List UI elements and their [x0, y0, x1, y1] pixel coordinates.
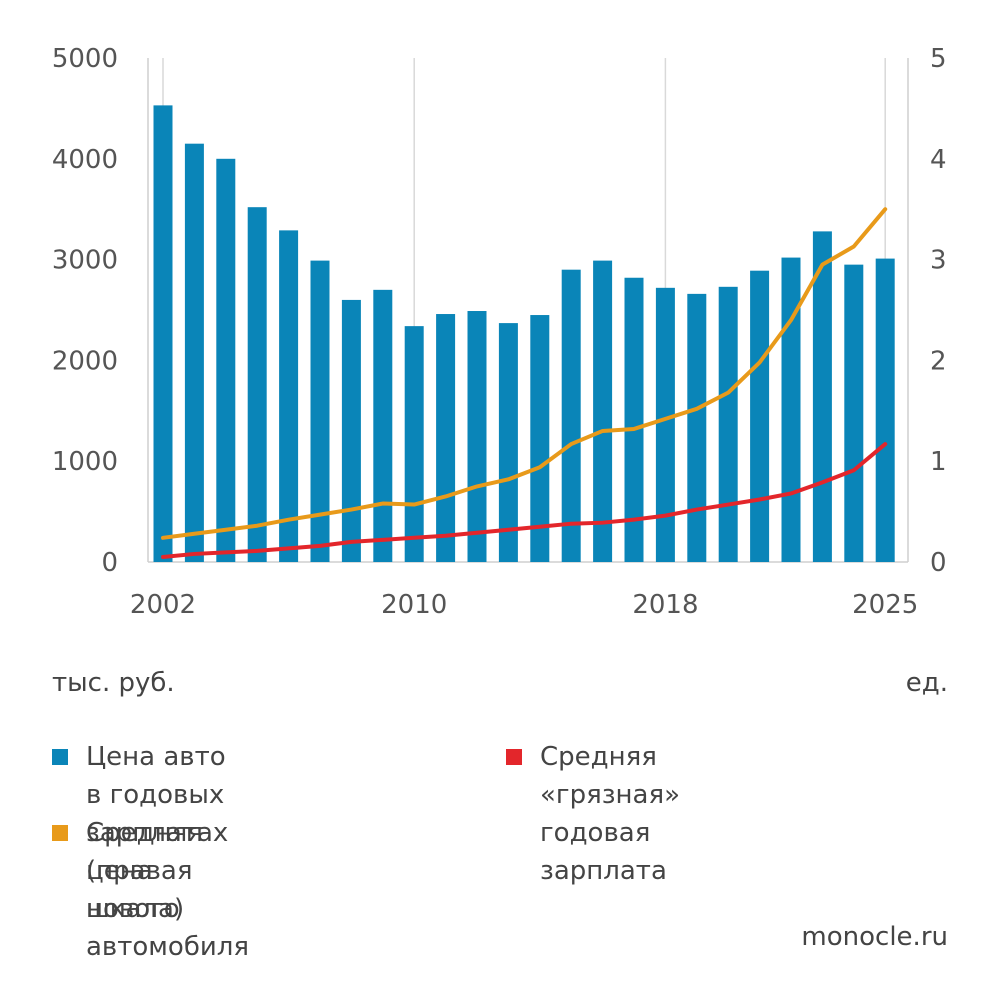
- bar: [467, 311, 487, 562]
- bar: [812, 231, 832, 562]
- bar: [687, 293, 707, 562]
- bar: [718, 286, 738, 562]
- bar: [341, 299, 361, 562]
- bar: [216, 158, 236, 563]
- bar: [655, 287, 675, 562]
- x-tick-label: 2025: [852, 590, 918, 620]
- legend-swatch-orange: [52, 825, 68, 841]
- x-tick-label: 2002: [130, 590, 196, 620]
- y-right-tick-label: 0: [930, 548, 947, 578]
- bar: [498, 323, 518, 562]
- bar: [310, 260, 330, 562]
- x-tick-label: 2018: [632, 590, 698, 620]
- bar: [279, 230, 299, 563]
- bar: [750, 270, 770, 562]
- bar: [436, 314, 456, 562]
- bar: [404, 326, 424, 562]
- bar: [875, 258, 895, 562]
- bar: [844, 264, 864, 562]
- legend-item-red-series: Средняя «грязная» годовая зарплата: [506, 738, 680, 890]
- legend-label-orange-series: Средняя цена нового автомобиля: [86, 818, 250, 962]
- x-tick-label: 2010: [381, 590, 447, 620]
- bar: [373, 289, 393, 562]
- legend-label-bar-series: Цена авто в годовых зарплатах (правая шк…: [86, 742, 229, 924]
- y-left-tick-label: 5000: [52, 44, 118, 74]
- line-series-gross-salary: [161, 442, 888, 559]
- y-left-tick-label: 3000: [52, 246, 118, 276]
- legend-label-red-series: Средняя «грязная» годовая зарплата: [540, 742, 681, 886]
- bar: [153, 105, 173, 562]
- line-series-new-car-price: [161, 207, 888, 540]
- left-axis-unit-label: тыс. руб.: [52, 668, 175, 698]
- bar: [530, 315, 550, 562]
- y-right-tick-label: 4: [930, 145, 947, 175]
- legend-item-bar-series: Цена авто в годовых зарплатах (правая шк…: [52, 738, 228, 928]
- y-left-tick-label: 2000: [52, 346, 118, 376]
- chart-plot: 0 1000 2000 3000 4000 5000 0 1 2 3 4 5 2002 2010 2018 2…: [52, 44, 947, 620]
- y-left-tick-label: 1000: [52, 447, 118, 477]
- bar: [561, 269, 581, 562]
- y-right-tick-label: 3: [930, 246, 947, 276]
- y-left-tick-label: 4000: [52, 145, 118, 175]
- bar: [781, 257, 801, 562]
- bar: [247, 207, 267, 562]
- legend-item-orange-series: Средняя цена нового автомобиля: [52, 814, 249, 966]
- bar: [593, 260, 613, 562]
- legend-swatch-blue: [52, 749, 68, 765]
- right-axis-unit-label: ед.: [905, 668, 948, 698]
- y-left-tick-label: 0: [101, 548, 118, 578]
- y-right-tick-label: 1: [930, 447, 947, 477]
- bar: [184, 143, 204, 562]
- bar: [624, 277, 644, 562]
- legend-swatch-red: [506, 749, 522, 765]
- source-label: monocle.ru: [801, 922, 948, 952]
- y-right-tick-label: 2: [930, 346, 947, 376]
- y-right-tick-label: 5: [930, 44, 947, 74]
